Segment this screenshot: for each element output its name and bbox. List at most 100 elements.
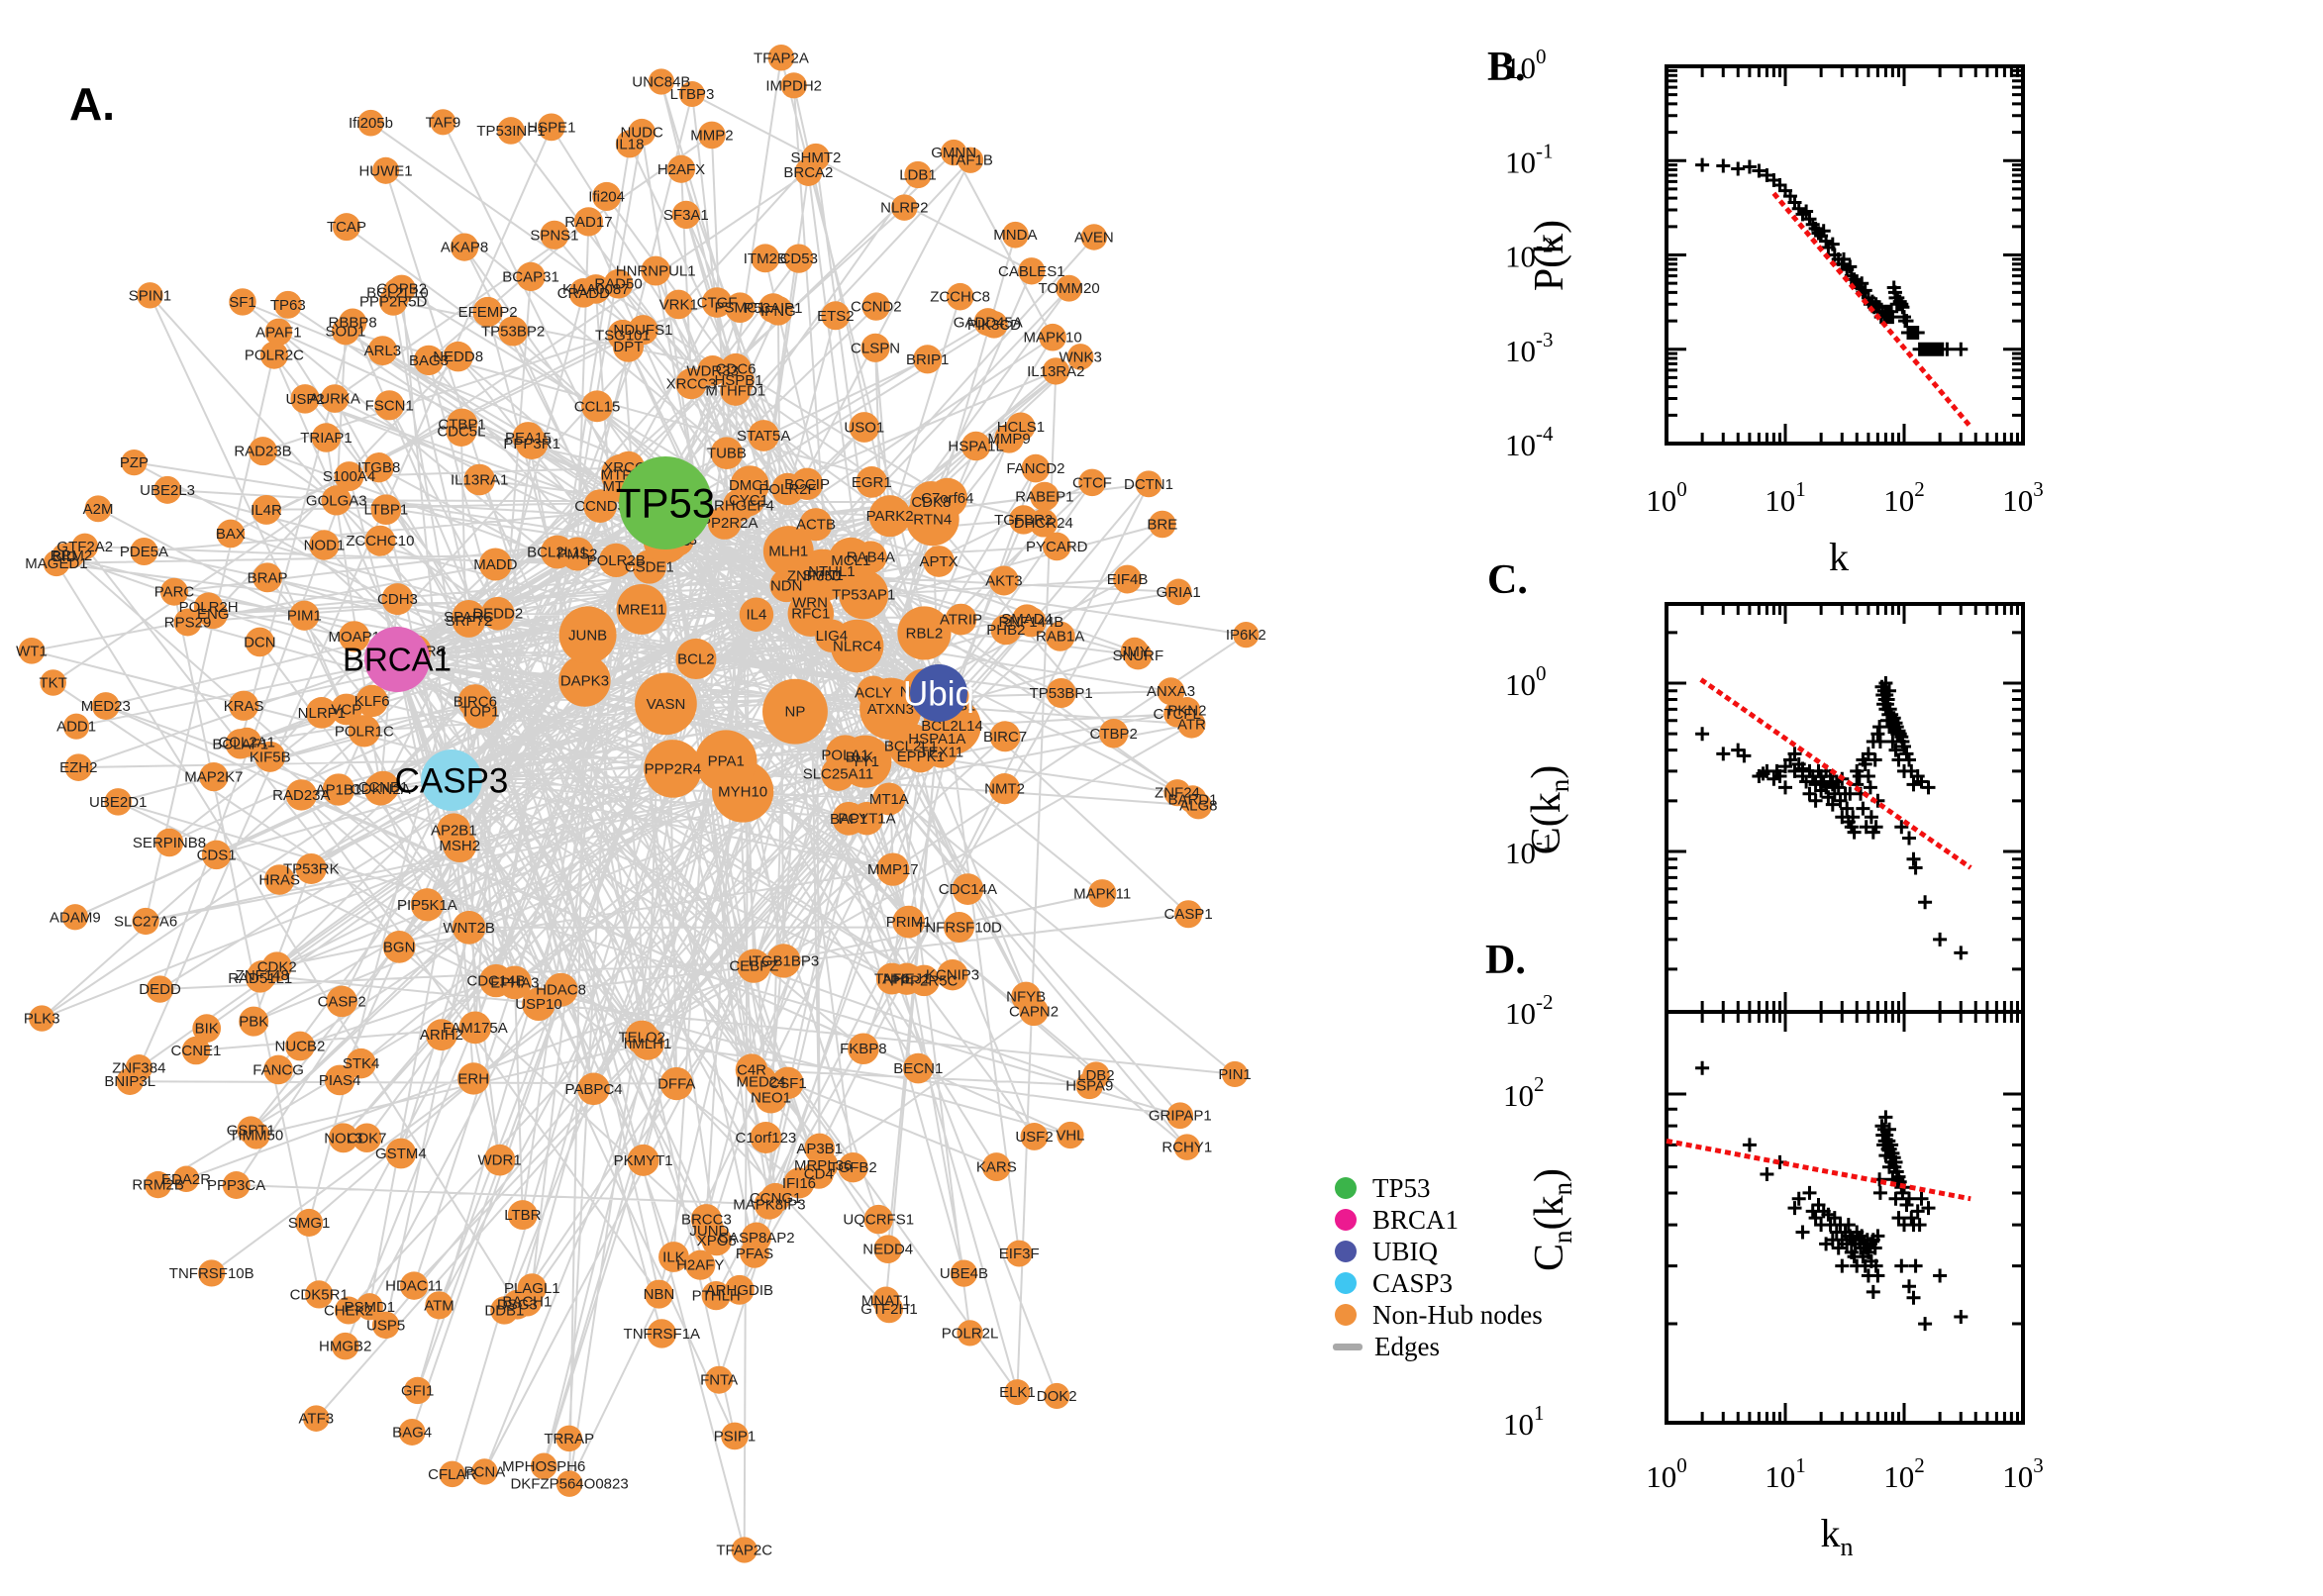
network-node-label: KRAS [224, 698, 264, 715]
network-node-label: KIAA0087 [562, 281, 630, 298]
network-node [797, 558, 831, 593]
network-node [1233, 621, 1260, 648]
network-node-label: RRM2B [132, 1177, 184, 1194]
network-node [804, 1133, 836, 1164]
network-node-label: SOD1 [326, 323, 366, 340]
network-node-label: NDUFS1 [613, 322, 672, 339]
network-node [457, 684, 493, 719]
network-node [1020, 1123, 1049, 1150]
network-node-label: EIF4B [1107, 571, 1149, 588]
network-node [981, 1152, 1011, 1182]
network-node [121, 449, 148, 476]
network-node [289, 600, 320, 631]
y-axis-title: P(k) [1527, 220, 1572, 291]
network-node-label: MMP17 [867, 861, 919, 878]
network-node-label: NUDC [620, 125, 662, 142]
x-tick-label: 103 [2002, 1453, 2044, 1494]
network-node-label: CCL15 [574, 398, 621, 415]
network-node-label: ZNF384 [112, 1060, 165, 1077]
network-node [763, 295, 793, 326]
network-node-label: HSPA9 [1065, 1077, 1113, 1094]
network-node-label: LTBP3 [670, 86, 715, 103]
network-node [530, 1452, 557, 1480]
network-node [739, 597, 774, 632]
x-tick-label: 101 [1765, 1453, 1806, 1494]
network-node [478, 548, 512, 581]
network-node-label: GRIA1 [1157, 584, 1201, 601]
network-node-label: SMN1 [802, 567, 844, 584]
network-node-label: TNFRSF1A [624, 1326, 701, 1343]
tick-exponent: 3 [2033, 1453, 2044, 1477]
network-node [522, 987, 556, 1022]
panel-label-a: A. [69, 78, 115, 130]
network-node [1005, 1240, 1033, 1267]
legend-item: BRCA1 [1335, 1204, 1543, 1236]
network-node [382, 931, 416, 963]
y-tick-label: 10-1 [1505, 139, 1554, 179]
network-node-label: HDAC11 [385, 1278, 443, 1295]
y-tick-label: 100 [1505, 661, 1547, 702]
network-node [1056, 274, 1083, 302]
network-node [309, 530, 340, 560]
network-node [784, 244, 814, 273]
network-node-label: POLR2H [179, 599, 239, 616]
network-node [769, 568, 803, 603]
network-node [382, 277, 413, 307]
network-node-label: A2M [83, 501, 114, 518]
network-node-label: MAPK8IP3 [733, 1196, 805, 1213]
network-node [264, 318, 293, 347]
network-node [363, 772, 397, 806]
network-node-label: CASP1 [1164, 906, 1213, 923]
network-node [937, 959, 968, 991]
network-node [701, 1225, 732, 1256]
tick-base: 10 [1505, 667, 1536, 702]
network-node [370, 494, 402, 525]
network-node [628, 118, 656, 147]
text-run: k [1821, 1511, 1841, 1555]
network-node-label: AP2B1 [431, 823, 477, 840]
network-node-label: BIK [195, 1021, 219, 1038]
network-node [446, 408, 478, 440]
network-node [1135, 470, 1162, 498]
network-node-label: BARD1 [1167, 791, 1217, 808]
network-node-label: CFLAR [428, 1466, 476, 1483]
network-node-label: MADD [473, 556, 517, 573]
network-node-label: TOMM20 [1038, 280, 1099, 297]
network-node [1078, 468, 1106, 497]
network-node [558, 606, 617, 664]
fit-line [1771, 191, 1973, 429]
network-node-label: DMC1 [729, 477, 771, 494]
network-node [252, 495, 281, 525]
network-node [908, 964, 941, 997]
network-node [751, 244, 780, 273]
network-node-label: PCYT1A [838, 811, 895, 828]
network-node [627, 1144, 659, 1176]
network-node-label: MMP2 [690, 127, 733, 144]
network-node [556, 1470, 583, 1497]
network-node [1030, 481, 1060, 512]
network-node-label: PHB2 [986, 622, 1025, 639]
network-node-label: POLR1C [335, 723, 394, 740]
network-node [1057, 1121, 1084, 1149]
network-node-label: TAF6 [874, 971, 910, 988]
network-node [581, 390, 613, 423]
network-node [944, 911, 975, 943]
network-node-label: IL4 [746, 607, 766, 624]
network-node-label: HUWE1 [358, 162, 412, 179]
network-node [498, 965, 532, 1000]
network-node [198, 599, 229, 630]
network-node-label: SMG1 [288, 1215, 331, 1232]
network-node [305, 696, 338, 729]
network-node-label: NUCB2 [275, 1038, 326, 1054]
network-node [666, 154, 696, 183]
network-node [29, 1005, 55, 1032]
network-node-label: IP6K2 [1226, 627, 1266, 644]
network-node-label: FANCG [252, 1061, 304, 1078]
network-node [799, 508, 833, 542]
network-node-label: HSPA1A [908, 731, 965, 748]
network-node-label: PARK2 [866, 508, 914, 525]
network-node-label: AKT3 [985, 572, 1023, 589]
network-node-label: TUBB [707, 446, 747, 462]
